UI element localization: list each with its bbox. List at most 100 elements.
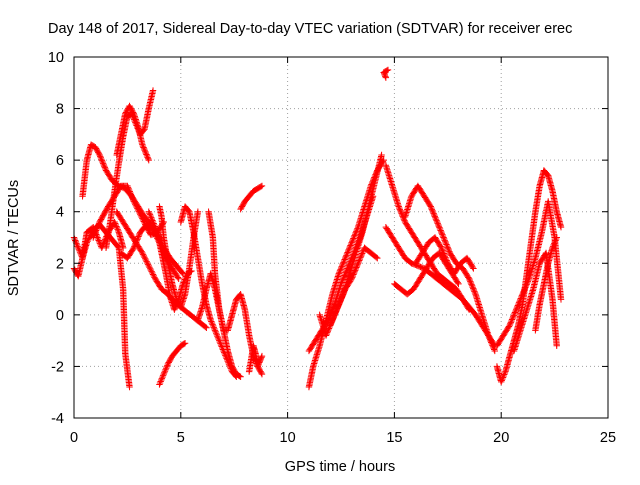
data-point [138, 248, 145, 255]
data-point [337, 296, 345, 304]
data-point [465, 306, 473, 313]
data-point [144, 261, 152, 268]
x-tick-label: 10 [280, 430, 296, 446]
data-point [435, 221, 442, 229]
data-point [358, 251, 365, 259]
data-point [153, 227, 160, 235]
data-point [339, 292, 346, 299]
data-point [444, 244, 451, 251]
data-point [432, 216, 440, 223]
x-axis-label: GPS time / hours [285, 459, 395, 475]
data-point [486, 336, 494, 343]
data-point [340, 259, 347, 266]
data-point [439, 248, 447, 256]
data-point [148, 215, 156, 223]
data-point [441, 237, 448, 244]
data-point [328, 317, 336, 325]
data-series-s11 [177, 203, 240, 380]
data-point [470, 285, 477, 292]
data-series-s3 [79, 141, 187, 277]
data-point [437, 228, 445, 236]
data-point [98, 157, 106, 164]
axis-ticks: 0 5 10 15 20 25 -4 -2 0 2 4 6 8 10 [48, 50, 616, 446]
data-point [426, 202, 434, 209]
data-point [442, 238, 449, 245]
data-point [161, 369, 168, 376]
data-point [213, 331, 221, 338]
data-points [70, 66, 565, 391]
data-point [209, 322, 217, 330]
data-point [507, 319, 515, 326]
data-point [336, 267, 344, 274]
data-point [512, 307, 519, 315]
data-point [140, 218, 147, 225]
data-point [444, 258, 451, 266]
data-point [342, 254, 349, 262]
data-point [140, 144, 147, 151]
data-point [439, 231, 446, 238]
data-point [337, 298, 344, 305]
data-point [158, 375, 166, 382]
data-point [125, 186, 133, 194]
data-point [338, 263, 345, 270]
data-point [214, 334, 222, 341]
data-point [430, 210, 437, 217]
data-point [139, 142, 147, 150]
data-point [344, 247, 352, 255]
data-point [171, 305, 179, 312]
data-point [134, 205, 141, 212]
data-point [550, 241, 557, 249]
data-point [350, 233, 358, 241]
data-point [334, 303, 342, 311]
data-point [438, 244, 445, 252]
data-point [257, 183, 265, 190]
data-point [91, 230, 99, 237]
data-point [156, 379, 164, 387]
y-axis-label: SDTVAR / TECUs [6, 180, 22, 296]
data-point [328, 319, 335, 326]
data-point [396, 204, 403, 212]
data-point [358, 250, 366, 257]
data-point [350, 271, 357, 278]
data-point [211, 325, 218, 333]
data-point [162, 366, 169, 373]
data-point [194, 208, 202, 215]
data-point [139, 141, 146, 148]
data-point [142, 256, 150, 264]
data-point [138, 213, 145, 221]
data-point [446, 248, 453, 255]
data-point [401, 217, 408, 224]
data-point [113, 224, 121, 232]
chart-title: Day 148 of 2017, Sidereal Day-to-day VTE… [48, 21, 572, 37]
data-point [357, 253, 365, 260]
data-point [519, 289, 527, 297]
data-point [149, 271, 157, 278]
data-point [150, 272, 157, 280]
data-point [143, 151, 150, 158]
data-point [341, 256, 348, 263]
data-point [159, 372, 167, 379]
data-point [145, 156, 152, 164]
data-point [129, 109, 137, 116]
data-point [258, 354, 265, 361]
data-point [144, 155, 152, 162]
data-point [437, 243, 444, 250]
data-point [331, 312, 338, 319]
data-point [135, 231, 143, 239]
data-point [325, 326, 332, 334]
data-point [94, 224, 101, 231]
x-tick-label: 25 [600, 430, 616, 446]
data-point [149, 269, 156, 277]
data-point [132, 202, 140, 209]
data-point [551, 238, 559, 246]
data-point [440, 235, 448, 243]
data-point [124, 184, 132, 191]
data-point [94, 235, 102, 243]
data-point [343, 250, 351, 258]
data-point [441, 251, 448, 259]
data-point [467, 278, 474, 285]
data-point [443, 242, 451, 250]
data-point [551, 240, 558, 247]
data-point [549, 243, 557, 250]
data-point [465, 305, 472, 312]
